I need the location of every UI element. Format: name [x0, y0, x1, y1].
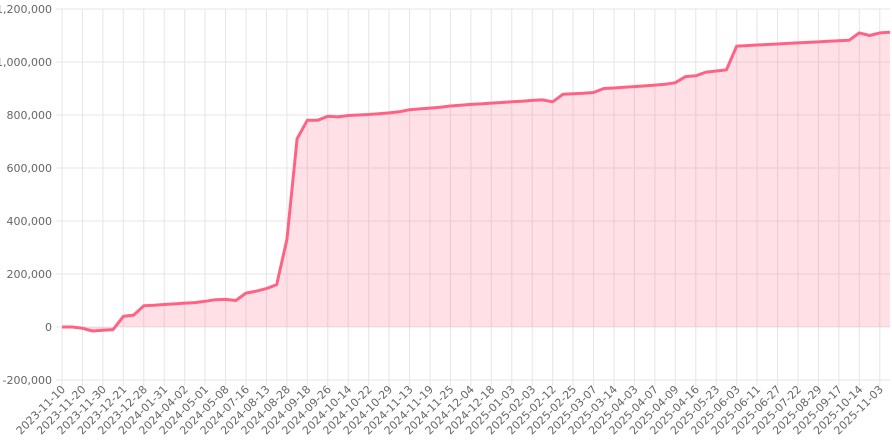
line: [62, 30, 891, 333]
y-tick-label: 1,000,000: [0, 56, 52, 69]
y-tick-label: 0: [45, 321, 52, 334]
y-tick-label: 200,000: [7, 268, 53, 281]
y-tick-label: 600,000: [7, 162, 53, 175]
area: [62, 32, 890, 332]
y-tick-label: 400,000: [7, 215, 53, 228]
y-tick-label: 1,200,000: [0, 3, 52, 16]
y-tick-label: -200,000: [3, 374, 52, 387]
y-tick-label: 800,000: [7, 109, 53, 122]
